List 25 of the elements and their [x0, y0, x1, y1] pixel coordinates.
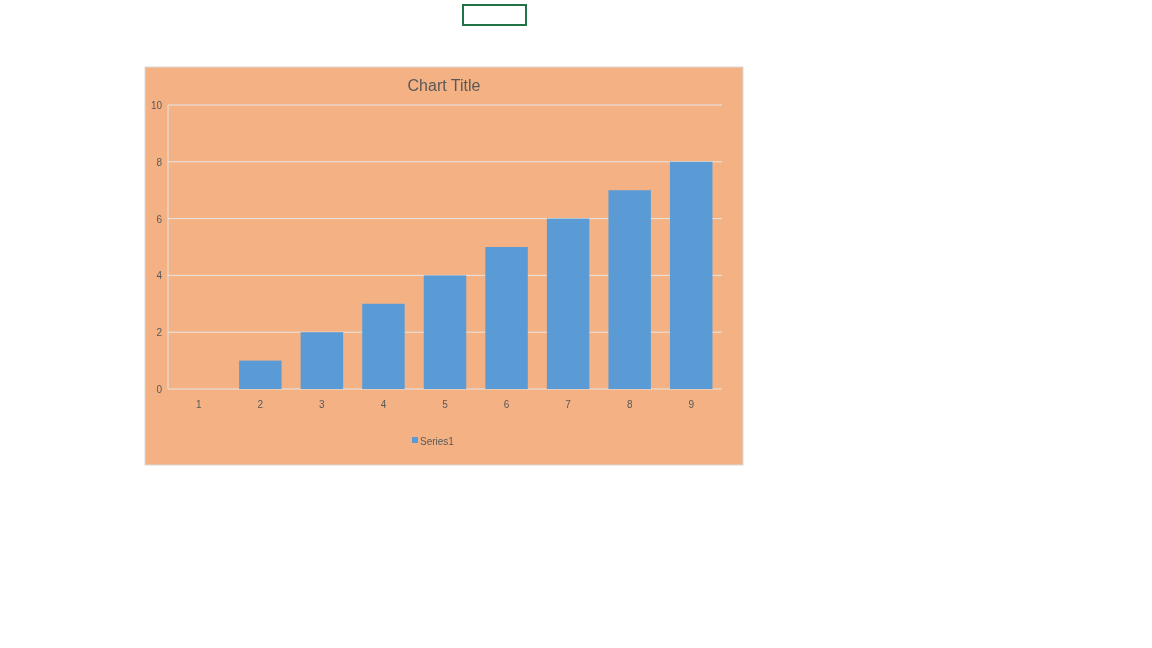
y-tick-label: 0	[156, 384, 163, 395]
bar	[239, 360, 282, 389]
x-tick-label: 9	[688, 399, 695, 410]
x-tick-label: 4	[380, 399, 387, 410]
bar	[546, 218, 590, 389]
bar	[300, 332, 344, 389]
x-tick-label: 1	[196, 399, 202, 410]
x-tick-label: 2	[257, 399, 264, 410]
bar	[423, 275, 467, 389]
x-tick-label: 8	[626, 399, 633, 410]
y-tick-label: 6	[156, 213, 163, 225]
y-tick-label: 8	[156, 156, 163, 168]
x-tick-label: 5	[442, 399, 449, 410]
x-tick-label: 7	[565, 399, 572, 410]
y-tick-label: 4	[156, 270, 163, 282]
bar	[669, 161, 713, 389]
x-tick-label: 3	[319, 399, 326, 410]
chart-title: Chart Title	[407, 77, 481, 94]
x-tick-label: 6	[503, 399, 510, 410]
legend-label: Series1	[420, 436, 455, 447]
bar	[608, 190, 651, 389]
y-tick-label: 2	[156, 327, 163, 339]
y-tick-label: 10	[150, 100, 163, 111]
bar	[485, 247, 528, 389]
bar	[362, 303, 405, 389]
